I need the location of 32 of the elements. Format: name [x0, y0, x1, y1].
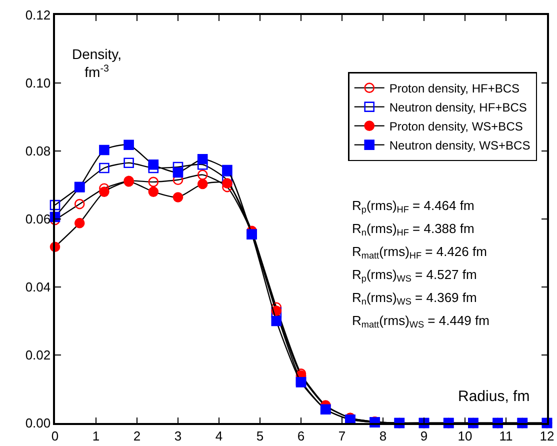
- annotation: R$_{n}$(rms)$_{WS}$ = 4.369 fm: [352, 290, 477, 307]
- x-tick-label: 6: [297, 428, 305, 444]
- annotation: R$_{n}$(rms)$_{HF}$ = 4.388 fm: [352, 221, 474, 238]
- legend-label: Neutron density, HF+BCS: [389, 100, 527, 114]
- x-tick-label: 11: [499, 428, 513, 444]
- legend-label: Proton density, WS+BCS: [389, 120, 523, 134]
- annotation: R$_{p}$(rms)$_{HF}$ = 4.464 fm: [352, 198, 474, 215]
- x-tick-label: 4: [215, 428, 223, 444]
- y-tick-label: 0.04: [25, 280, 51, 295]
- x-tick-label: 12: [540, 428, 554, 444]
- y-tick-label: 0.10: [25, 76, 51, 91]
- x-tick-label: 2: [133, 428, 141, 444]
- annotation: R$_{p}$(rms)$_{WS}$ = 4.527 fm: [352, 267, 477, 284]
- y-tick-label: 0.08: [25, 144, 51, 159]
- y-axis-title: Density, fm$^{-3}$: [72, 46, 122, 80]
- legend-label: Neutron density, WS+BCS: [389, 138, 530, 152]
- x-tick-label: 0: [51, 428, 59, 444]
- x-tick-label: 5: [256, 428, 264, 444]
- y-tick-label: 0.06: [25, 212, 51, 227]
- annotation: R$_{matt}$(rms)$_{HF}$ = 4.426 fm: [352, 244, 487, 261]
- x-tick-label: 9: [420, 428, 428, 444]
- y-tick-label: 0.12: [25, 8, 51, 23]
- x-tick-label: 1: [92, 428, 100, 444]
- legend-label: Proton density, HF+BCS: [389, 82, 520, 96]
- x-tick-label: 8: [379, 428, 387, 444]
- y-tick-label: 0.02: [25, 348, 51, 363]
- x-axis-title: Radius, fm: [458, 388, 530, 405]
- x-tick-label: 7: [338, 428, 346, 444]
- x-tick-label: 10: [458, 428, 472, 444]
- x-tick-label: 3: [174, 428, 182, 444]
- annotation: R$_{matt}$(rms)$_{WS}$ = 4.449 fm: [352, 313, 490, 330]
- y-tick-label: 0.00: [25, 416, 51, 431]
